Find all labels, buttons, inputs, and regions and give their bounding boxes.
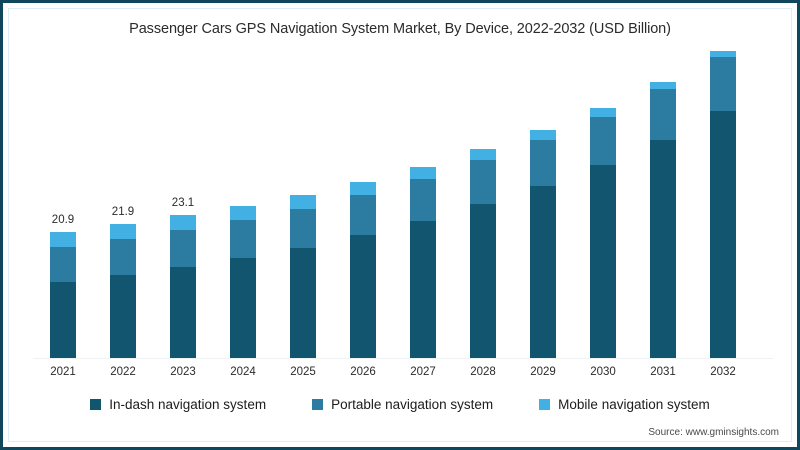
bar-segment-indash[interactable] (530, 186, 556, 359)
bar-segment-portable[interactable] (50, 247, 76, 282)
bar-segment-indash[interactable] (350, 235, 376, 359)
bar-segment-indash[interactable] (230, 258, 256, 359)
legend-item[interactable]: Mobile navigation system (539, 397, 710, 412)
source-attribution: Source: www.gminsights.com (648, 427, 779, 438)
legend-item[interactable]: In-dash navigation system (90, 397, 266, 412)
x-axis-tick-label: 2021 (50, 366, 76, 378)
x-axis-tick-label: 2024 (230, 366, 256, 378)
x-axis-tick-label: 2022 (110, 366, 136, 378)
stacked-bar[interactable] (530, 130, 556, 359)
bar-value-label: 23.1 (171, 197, 195, 209)
legend-label: Portable navigation system (331, 397, 494, 412)
bar-segment-portable[interactable] (290, 209, 316, 248)
bar-group[interactable] (513, 63, 573, 359)
bar-segment-portable[interactable] (230, 220, 256, 258)
bar-segment-mobile[interactable] (650, 82, 676, 89)
bar-group[interactable] (633, 63, 693, 359)
stacked-bar[interactable] (410, 167, 436, 359)
chart-legend: In-dash navigation system Portable naviga… (3, 397, 797, 412)
bar-segment-mobile[interactable] (290, 195, 316, 209)
bar-segment-mobile[interactable] (170, 215, 196, 230)
stacked-bar[interactable] (50, 232, 76, 359)
bar-segment-portable[interactable] (410, 179, 436, 221)
bar-value-label: 21.9 (111, 206, 135, 218)
legend-swatch-icon (312, 399, 324, 410)
bar-segment-portable[interactable] (590, 117, 616, 165)
bar-segment-indash[interactable] (170, 267, 196, 359)
bar-segment-indash[interactable] (290, 248, 316, 359)
bar-segment-indash[interactable] (410, 221, 436, 359)
bar-segment-mobile[interactable] (110, 224, 136, 239)
bar-segment-indash[interactable] (590, 165, 616, 359)
x-axis: 2021 2022 2023 2024 2025 2026 2027 2028 2029 2030… (33, 362, 773, 382)
bar-segment-indash[interactable] (710, 111, 736, 359)
stacked-bar[interactable] (230, 206, 256, 359)
x-axis-tick-label: 2025 (290, 366, 316, 378)
legend-label: In-dash navigation system (109, 397, 267, 412)
bar-group[interactable] (333, 63, 393, 359)
x-axis-tick-label: 2032 (710, 366, 736, 378)
bar-value-label: 20.9 (51, 214, 75, 226)
bar-segment-portable[interactable] (650, 89, 676, 140)
stacked-bar[interactable] (590, 108, 616, 359)
bar-group[interactable] (393, 63, 453, 359)
legend-swatch-icon (539, 399, 551, 410)
legend-label: Mobile navigation system (558, 397, 710, 412)
bar-segment-indash[interactable] (650, 140, 676, 359)
bar-segment-portable[interactable] (530, 140, 556, 186)
x-axis-tick-label: 2031 (650, 366, 676, 378)
x-axis-tick-label: 2030 (590, 366, 616, 378)
x-axis-tick-label: 2026 (350, 366, 376, 378)
bar-group[interactable] (453, 63, 513, 359)
bar-segment-mobile[interactable] (470, 149, 496, 160)
legend-swatch-icon (90, 399, 102, 410)
x-axis-tick-label: 2023 (170, 366, 196, 378)
bar-group[interactable]: 21.9 (93, 63, 153, 359)
bar-group[interactable] (693, 51, 753, 359)
x-axis-tick-label: 2027 (410, 366, 436, 378)
x-axis-tick-label: 2028 (470, 366, 496, 378)
stacked-bar[interactable] (110, 224, 136, 359)
bar-segment-portable[interactable] (350, 195, 376, 235)
bar-segment-mobile[interactable] (710, 51, 736, 57)
bar-group[interactable] (213, 63, 273, 359)
stacked-bar[interactable] (170, 215, 196, 359)
bar-segment-mobile[interactable] (50, 232, 76, 247)
stacked-bar[interactable] (290, 195, 316, 359)
bar-group[interactable]: 20.9 (33, 63, 93, 359)
page-title: Passenger Cars GPS Navigation System Mar… (129, 21, 671, 37)
bar-segment-mobile[interactable] (230, 206, 256, 220)
legend-item[interactable]: Portable navigation system (312, 397, 493, 412)
bar-group[interactable] (273, 63, 333, 359)
bar-group[interactable]: 23.1 (153, 63, 213, 359)
stacked-bar[interactable] (650, 82, 676, 359)
stacked-bar[interactable] (470, 149, 496, 359)
bar-segment-portable[interactable] (110, 239, 136, 275)
bar-segment-mobile[interactable] (530, 130, 556, 140)
bar-segment-portable[interactable] (710, 57, 736, 111)
bar-segment-mobile[interactable] (410, 167, 436, 179)
bar-segment-indash[interactable] (110, 275, 136, 359)
x-axis-tick-label: 2029 (530, 366, 556, 378)
bar-segment-mobile[interactable] (350, 182, 376, 195)
bar-segment-mobile[interactable] (590, 108, 616, 117)
axis-baseline (33, 358, 773, 359)
bar-group[interactable] (573, 63, 633, 359)
bar-segment-indash[interactable] (50, 282, 76, 359)
bar-segment-indash[interactable] (470, 204, 496, 359)
bar-segment-portable[interactable] (170, 230, 196, 267)
stacked-bar[interactable] (350, 182, 376, 359)
stacked-bar[interactable] (710, 51, 736, 359)
bar-segment-portable[interactable] (470, 160, 496, 204)
plot-area: 20.9 21.9 23.1 (33, 51, 773, 359)
